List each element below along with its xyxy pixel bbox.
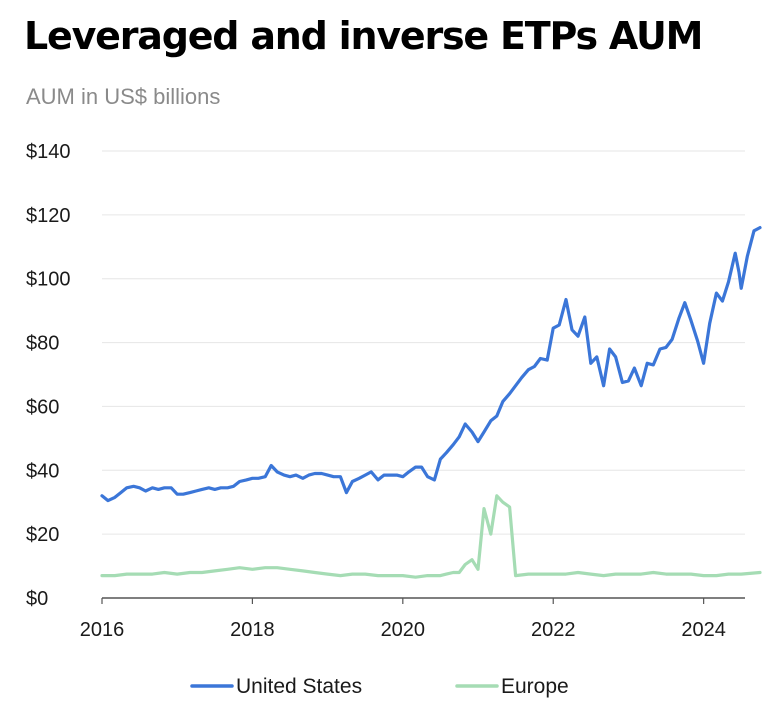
- chart-title: Leveraged and inverse ETPs AUM: [24, 14, 703, 58]
- x-axis-tick-labels: 2016 2018 2020 2022 2024: [80, 619, 726, 641]
- x-tick-label: 2018: [230, 619, 275, 641]
- series-lines: [100, 226, 762, 579]
- x-tick-label: 2022: [531, 619, 576, 641]
- legend-label-europe: Europe: [501, 675, 569, 698]
- chart-subtitle: AUM in US$ billions: [26, 84, 221, 109]
- y-tick-label: $40: [26, 460, 59, 482]
- series-line-united-states: [100, 226, 762, 503]
- y-tick-label: $60: [26, 396, 59, 418]
- y-axis-tick-labels: $0 $20 $40 $60 $80 $100 $120 $140: [26, 141, 71, 610]
- y-tick-label: $0: [26, 588, 48, 610]
- y-tick-label: $140: [26, 141, 71, 163]
- gridlines: [101, 150, 745, 604]
- y-tick-label: $80: [26, 333, 59, 355]
- series-line-europe: [100, 494, 762, 579]
- legend: United States Europe: [190, 675, 569, 698]
- y-tick-label: $120: [26, 205, 71, 227]
- x-tick-label: 2020: [381, 619, 426, 641]
- x-tick-label: 2024: [681, 619, 726, 641]
- legend-label-united-states: United States: [236, 675, 362, 698]
- y-tick-label: $20: [26, 524, 59, 546]
- y-tick-label: $100: [26, 269, 71, 291]
- x-tick-label: 2016: [80, 619, 125, 641]
